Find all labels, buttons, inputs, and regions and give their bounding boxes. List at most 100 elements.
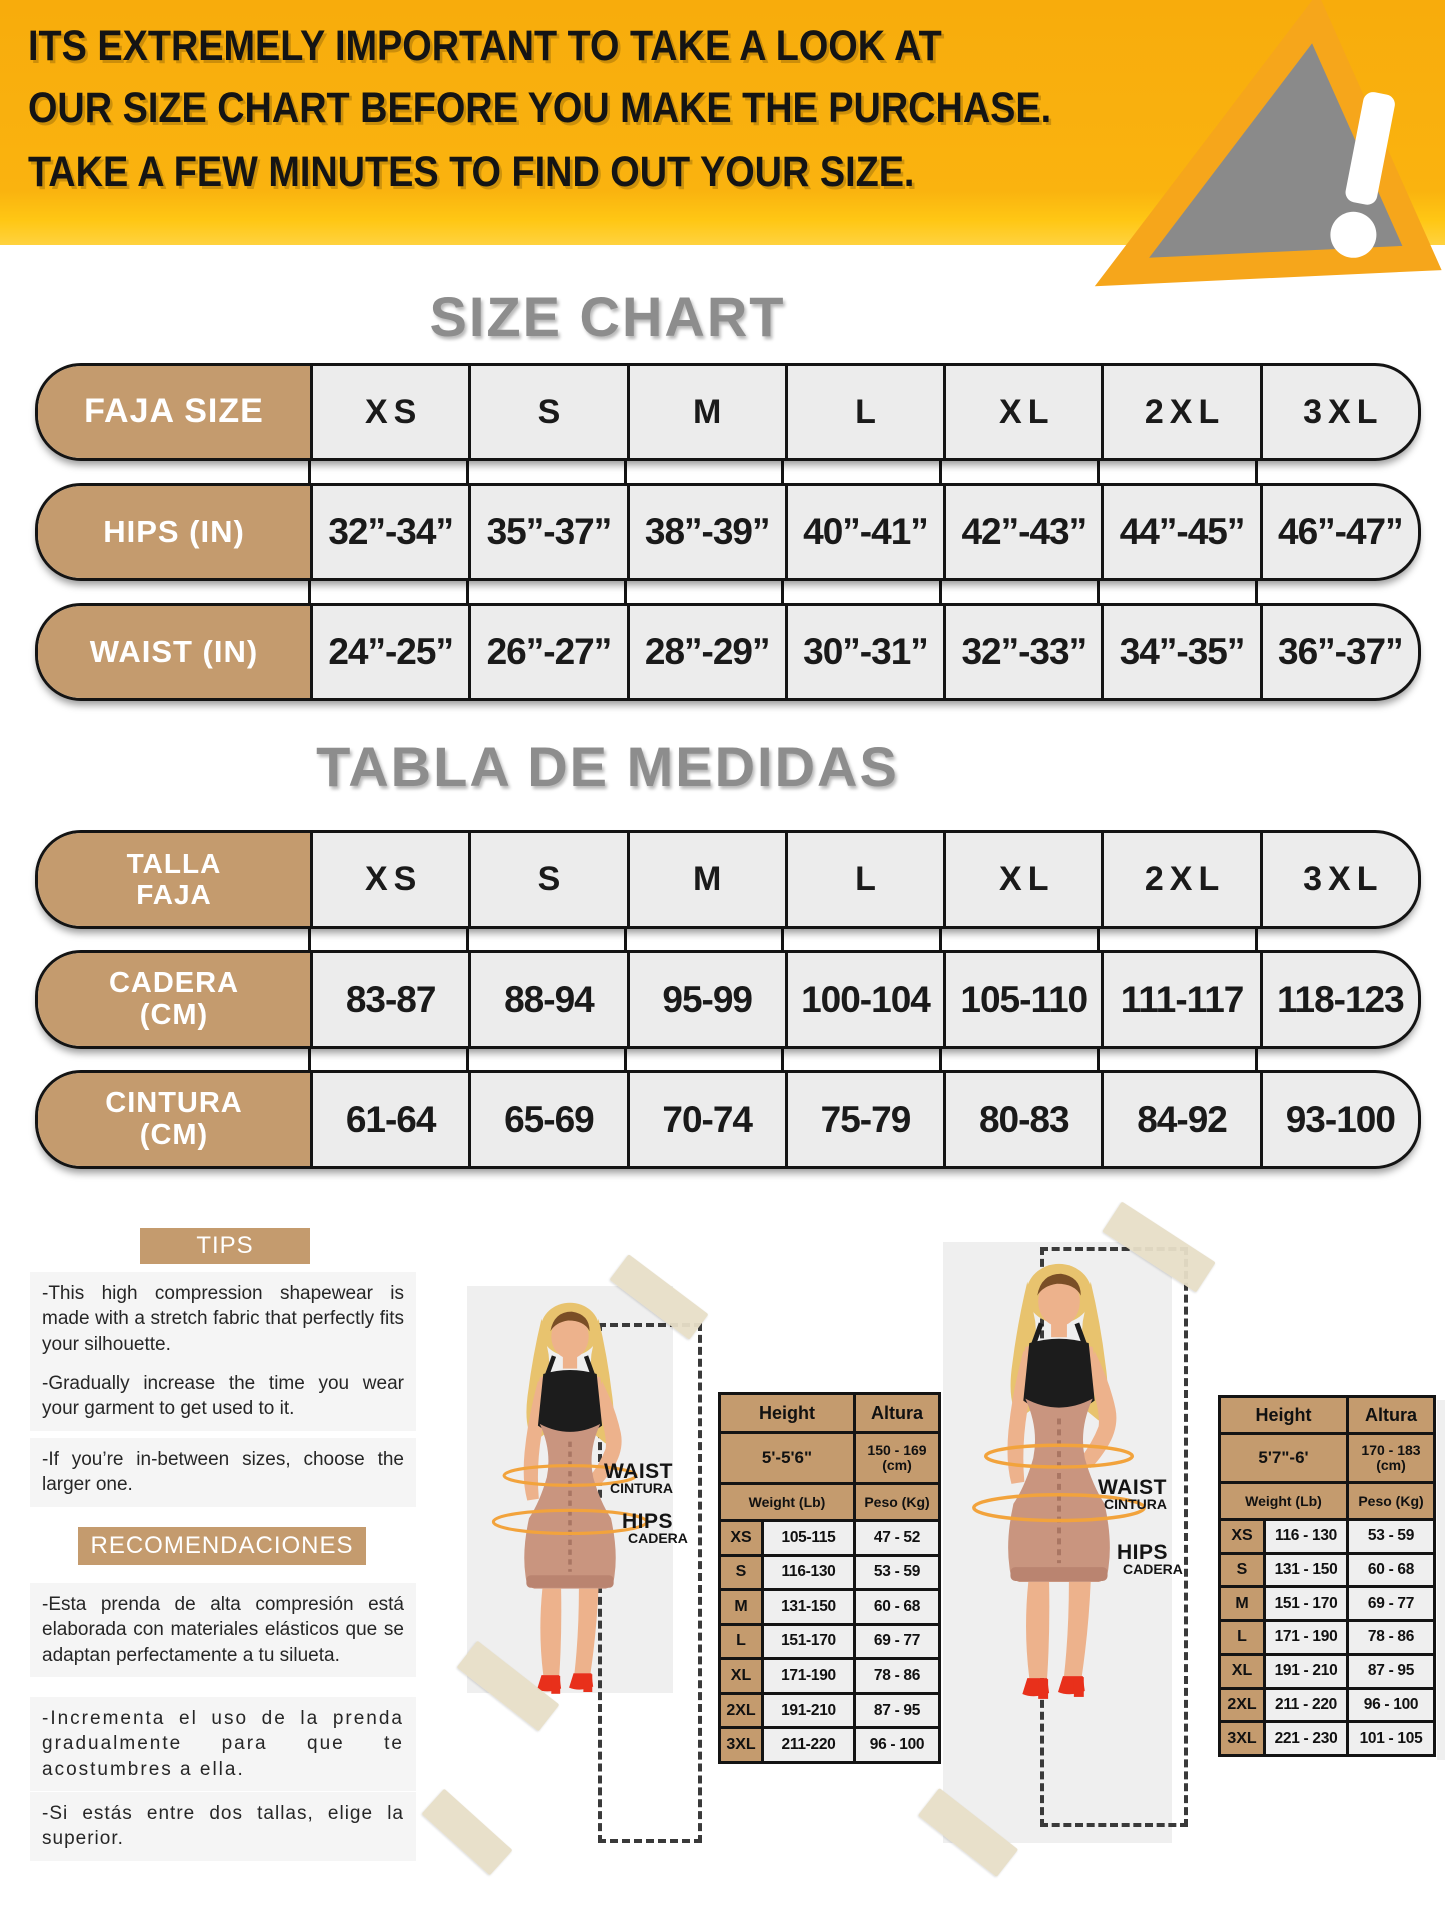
fit-kg: 60 - 68 [856,1591,938,1623]
table-cell: 111-117 [1101,953,1259,1046]
size-col-2xl: 2XL [1101,833,1259,926]
fit-size: 3XL [721,1729,761,1761]
hips-label-right: HIPS CADERA [1117,1541,1183,1577]
cropped-photo-edge [1437,1400,1445,1760]
waist-row: WAIST (IN) 24”-25” 26”-27” 28”-29” 30”-3… [35,603,1421,701]
fit-lb: 171 - 190 [1266,1622,1346,1653]
table-cell: 118-123 [1259,953,1418,1046]
size-col-3xl: 3XL [1259,366,1418,458]
table-cell: 88-94 [468,953,626,1046]
table-cell: 95-99 [626,953,785,1046]
fit-lb: 221 - 230 [1266,1723,1346,1754]
hips-row: HIPS (IN) 32”-34” 35”-37” 38”-39” 40”-41… [35,483,1421,581]
fit-lb: 211-220 [764,1729,853,1761]
fit-lb: 131 - 150 [1266,1554,1346,1586]
fit-size: 2XL [721,1694,761,1727]
fit-header: Peso (Kg) [1349,1484,1433,1518]
fit-kg: 87 - 95 [856,1694,938,1727]
tips-heading: TIPS [140,1228,310,1264]
fit-kg: 69 - 77 [856,1625,938,1658]
fit-lb: 151 - 170 [1266,1588,1346,1620]
fit-kg: 60 - 68 [1349,1554,1433,1586]
size-chart-corner-cell: FAJA SIZE [38,366,313,458]
fit-table-left: Height Altura 5'-5'6" 150 - 169 (cm) Wei… [718,1392,941,1764]
fit-lb: 171-190 [764,1660,853,1692]
waist-label-right: WAIST CINTURA [1098,1476,1167,1512]
size-col-m: M [626,366,785,458]
tip-item: -Gradually increase the time you wear yo… [30,1362,416,1431]
tip-item: -This high compression shapewear is made… [30,1272,416,1366]
hips-label-left: HIPS CADERA [622,1510,688,1546]
table-cell: 32”-34” [328,511,454,552]
fit-lb: 116-130 [764,1556,853,1589]
fit-size: S [1221,1554,1263,1586]
exclamation-icon [1330,92,1395,258]
table-cell: 24”-25” [328,631,454,672]
hips-row-label-cell: HIPS (IN) [38,486,313,578]
size-chart-title: SIZE CHART [429,285,786,348]
banner-line-3: TAKE A FEW MINUTES TO FIND OUT YOUR SIZE… [28,148,915,196]
table-cell: 26”-27” [468,606,626,698]
table-cell: 84-92 [1101,1073,1259,1166]
fit-size: S [721,1556,761,1589]
recomendacion-item: -Esta prenda de alta compresión está ela… [30,1583,416,1677]
recomendacion-item: -Incrementa el uso de la prenda gradualm… [30,1697,416,1791]
size-col-l: L [784,833,943,926]
fit-size: 2XL [1221,1689,1263,1721]
fit-size: XL [1221,1655,1263,1687]
table-cell: 34”-35” [1101,606,1259,698]
fit-altura-value: 170 - 183 (cm) [1349,1435,1433,1481]
table-cell: 100-104 [784,953,943,1046]
table-cell: 83-87 [345,978,437,1020]
table-cell: 70-74 [626,1073,785,1166]
cintura-row: CINTURA (CM) 61-64 65-69 70-74 75-79 80-… [35,1070,1421,1169]
fit-lb: 131-150 [764,1591,853,1623]
size-col-2xl: 2XL [1101,366,1259,458]
fit-lb: 105-115 [764,1522,853,1554]
cintura-row-label-cell: CINTURA (CM) [38,1073,313,1166]
fit-kg: 78 - 86 [856,1660,938,1692]
fit-kg: 101 - 105 [1349,1723,1433,1754]
table-cell: 38”-39” [626,486,785,578]
fit-size: M [1221,1588,1263,1620]
tape-icon [421,1788,513,1876]
recomendacion-item: -Si estás entre dos tallas, elige la sup… [30,1792,416,1861]
size-chart-header-row: FAJA SIZE XS S M L XL 2XL 3XL [35,363,1421,461]
fit-lb: 151-170 [764,1625,853,1658]
fit-lb: 191 - 210 [1266,1655,1346,1687]
size-col-3xl: 3XL [1259,833,1418,926]
recomendaciones-heading: RECOMENDACIONES [78,1527,366,1565]
fit-kg: 53 - 59 [1349,1521,1433,1552]
table-cell: 36”-37” [1259,606,1418,698]
warning-triangle-icon [1094,0,1442,287]
fit-kg: 69 - 77 [1349,1588,1433,1620]
table-cell: 75-79 [784,1073,943,1166]
waist-row-label-cell: WAIST (IN) [38,606,313,698]
fit-height-value: 5'7"-6' [1221,1435,1346,1481]
size-col-s: S [468,366,626,458]
fit-lb: 211 - 220 [1266,1689,1346,1721]
table-cell: 105-110 [943,953,1101,1046]
warning-banner: ITS EXTREMELY IMPORTANT TO TAKE A LOOK A… [0,0,1445,245]
banner-line-2: OUR SIZE CHART BEFORE YOU MAKE THE PURCH… [28,84,1052,132]
fit-height-value: 5'-5'6" [721,1434,853,1482]
size-col-xs: XS [364,860,423,898]
size-col-xs: XS [364,392,423,431]
tabla-medidas-title: TABLA DE MEDIDAS [316,735,899,798]
table-cell: 42”-43” [943,486,1101,578]
size-col-xl: XL [943,833,1101,926]
table-cell: 61-64 [345,1098,437,1140]
fit-table-right: Height Altura 5'7"-6' 170 - 183 (cm) Wei… [1218,1395,1436,1757]
waist-label-left: WAIST CINTURA [604,1460,673,1496]
fit-size: XS [1221,1521,1263,1552]
size-col-xl: XL [943,366,1101,458]
fit-header: Altura [1349,1398,1433,1432]
size-col-s: S [468,833,626,926]
fit-header: Altura [856,1395,938,1431]
tabla-corner-cell: TALLA FAJA [38,833,313,926]
model-figure-left [472,1292,668,1712]
fit-kg: 96 - 100 [856,1729,938,1761]
cadera-row: CADERA (CM) 83-87 88-94 95-99 100-104 10… [35,950,1421,1049]
fit-size: XL [721,1660,761,1692]
